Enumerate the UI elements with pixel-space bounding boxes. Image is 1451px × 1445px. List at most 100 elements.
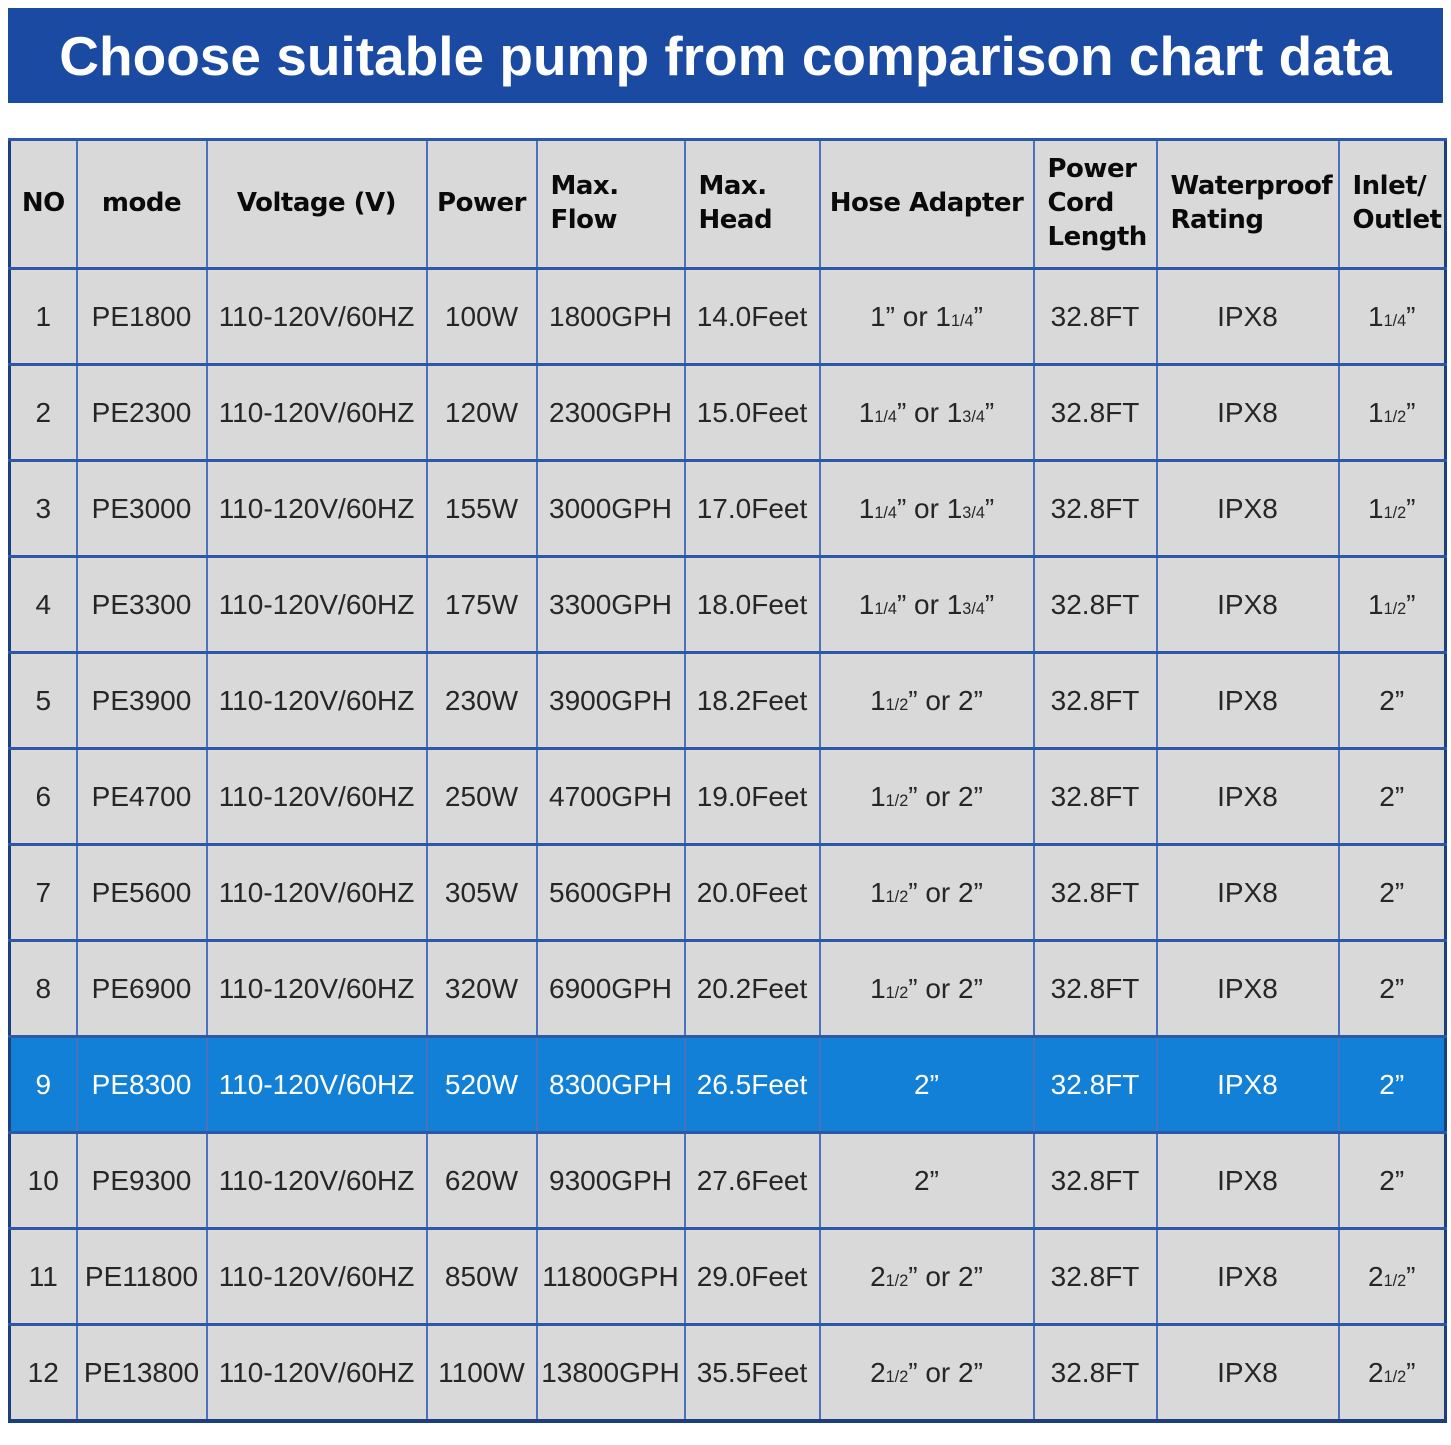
cell-mode: PE3300	[75, 555, 208, 654]
column-header-voltage: Voltage (V)	[205, 138, 428, 270]
cell-hose-adapter: 11/4” or 13/4”	[818, 555, 1035, 654]
cell-power: 305W	[425, 843, 538, 942]
cell-max-flow: 4700GPH	[535, 747, 686, 846]
cell-max-head: 14.0Feet	[683, 267, 821, 366]
cell-waterproof-rating: IPX8	[1155, 363, 1340, 462]
cell-max-flow: 11800GPH	[535, 1227, 686, 1326]
cell-power: 520W	[425, 1035, 538, 1134]
table-row: 2 PE2300 110-120V/60HZ 120W 2300GPH 15.0Feet 1…	[8, 363, 1447, 462]
cell-hose-adapter: 11/2” or 2”	[818, 939, 1035, 1038]
cell-no: 8	[8, 939, 78, 1038]
table-row: 9 PE8300 110-120V/60HZ 520W 8300GPH 26.5Feet 2…	[8, 1035, 1447, 1134]
cell-max-head: 27.6Feet	[683, 1131, 821, 1230]
cell-mode: PE6900	[75, 939, 208, 1038]
cell-voltage: 110-120V/60HZ	[205, 651, 428, 750]
cell-mode: PE4700	[75, 747, 208, 846]
cell-mode: PE9300	[75, 1131, 208, 1230]
table-body: 1 PE1800 110-120V/60HZ 100W 1800GPH 14.0Feet 1…	[8, 267, 1447, 1423]
cell-max-head: 35.5Feet	[683, 1323, 821, 1423]
table-header: NO mode Voltage (V) Power Max. Flow Max.…	[8, 138, 1447, 270]
cell-hose-adapter: 21/2” or 2”	[818, 1227, 1035, 1326]
cell-hose-adapter: 1” or 11/4”	[818, 267, 1035, 366]
cell-waterproof-rating: IPX8	[1155, 1323, 1340, 1423]
cell-cord-length: 32.8FT	[1032, 363, 1158, 462]
cell-cord-length: 32.8FT	[1032, 747, 1158, 846]
cell-waterproof-rating: IPX8	[1155, 459, 1340, 558]
cell-hose-adapter: 11/4” or 13/4”	[818, 363, 1035, 462]
cell-max-flow: 2300GPH	[535, 363, 686, 462]
header-row: NO mode Voltage (V) Power Max. Flow Max.…	[8, 138, 1447, 270]
cell-max-flow: 6900GPH	[535, 939, 686, 1038]
cell-power: 175W	[425, 555, 538, 654]
cell-hose-adapter: 11/2” or 2”	[818, 651, 1035, 750]
cell-inlet-outlet: 2”	[1337, 939, 1447, 1038]
cell-power: 100W	[425, 267, 538, 366]
cell-cord-length: 32.8FT	[1032, 1227, 1158, 1326]
cell-cord-length: 32.8FT	[1032, 1131, 1158, 1230]
cell-voltage: 110-120V/60HZ	[205, 363, 428, 462]
cell-waterproof-rating: IPX8	[1155, 1227, 1340, 1326]
cell-power: 1100W	[425, 1323, 538, 1423]
cell-waterproof-rating: IPX8	[1155, 843, 1340, 942]
cell-waterproof-rating: IPX8	[1155, 1035, 1340, 1134]
cell-max-head: 29.0Feet	[683, 1227, 821, 1326]
cell-no: 1	[8, 267, 78, 366]
cell-hose-adapter: 11/2” or 2”	[818, 747, 1035, 846]
cell-max-head: 18.0Feet	[683, 555, 821, 654]
cell-power: 620W	[425, 1131, 538, 1230]
cell-cord-length: 32.8FT	[1032, 651, 1158, 750]
cell-max-head: 18.2Feet	[683, 651, 821, 750]
cell-max-head: 26.5Feet	[683, 1035, 821, 1134]
column-header-max-head: Max. Head	[683, 138, 821, 270]
cell-inlet-outlet: 2”	[1337, 1131, 1447, 1230]
column-header-waterproof: Waterproof Rating	[1155, 138, 1340, 270]
cell-mode: PE3000	[75, 459, 208, 558]
cell-cord-length: 32.8FT	[1032, 939, 1158, 1038]
cell-power: 120W	[425, 363, 538, 462]
cell-cord-length: 32.8FT	[1032, 555, 1158, 654]
column-header-no: NO	[8, 138, 78, 270]
table-row: 3 PE3000 110-120V/60HZ 155W 3000GPH 17.0Feet 1…	[8, 459, 1447, 558]
cell-waterproof-rating: IPX8	[1155, 939, 1340, 1038]
cell-no: 2	[8, 363, 78, 462]
cell-mode: PE3900	[75, 651, 208, 750]
cell-mode: PE13800	[75, 1323, 208, 1423]
cell-max-flow: 5600GPH	[535, 843, 686, 942]
table-row: 5 PE3900 110-120V/60HZ 230W 3900GPH 18.2Feet 1…	[8, 651, 1447, 750]
cell-max-head: 17.0Feet	[683, 459, 821, 558]
cell-power: 230W	[425, 651, 538, 750]
cell-max-flow: 13800GPH	[535, 1323, 686, 1423]
cell-no: 10	[8, 1131, 78, 1230]
cell-power: 155W	[425, 459, 538, 558]
cell-no: 11	[8, 1227, 78, 1326]
cell-power: 250W	[425, 747, 538, 846]
cell-waterproof-rating: IPX8	[1155, 747, 1340, 846]
cell-max-flow: 9300GPH	[535, 1131, 686, 1230]
cell-waterproof-rating: IPX8	[1155, 1131, 1340, 1230]
cell-inlet-outlet: 11/4”	[1337, 267, 1447, 366]
cell-inlet-outlet: 2”	[1337, 1035, 1447, 1134]
cell-waterproof-rating: IPX8	[1155, 555, 1340, 654]
cell-max-head: 15.0Feet	[683, 363, 821, 462]
cell-voltage: 110-120V/60HZ	[205, 939, 428, 1038]
cell-inlet-outlet: 21/2”	[1337, 1323, 1447, 1423]
cell-inlet-outlet: 21/2”	[1337, 1227, 1447, 1326]
cell-max-flow: 1800GPH	[535, 267, 686, 366]
table-row: 8 PE6900 110-120V/60HZ 320W 6900GPH 20.2Feet 1…	[8, 939, 1447, 1038]
cell-voltage: 110-120V/60HZ	[205, 1131, 428, 1230]
cell-max-head: 20.2Feet	[683, 939, 821, 1038]
table-row: 7 PE5600 110-120V/60HZ 305W 5600GPH 20.0Feet 1…	[8, 843, 1447, 942]
column-header-hose-adapter: Hose Adapter	[818, 138, 1035, 270]
cell-hose-adapter: 2”	[818, 1035, 1035, 1134]
cell-no: 6	[8, 747, 78, 846]
cell-max-flow: 3900GPH	[535, 651, 686, 750]
table-row: 4 PE3300 110-120V/60HZ 175W 3300GPH 18.0Feet 1…	[8, 555, 1447, 654]
cell-no: 7	[8, 843, 78, 942]
cell-cord-length: 32.8FT	[1032, 267, 1158, 366]
cell-cord-length: 32.8FT	[1032, 459, 1158, 558]
cell-mode: PE2300	[75, 363, 208, 462]
cell-hose-adapter: 11/2” or 2”	[818, 843, 1035, 942]
cell-inlet-outlet: 11/2”	[1337, 555, 1447, 654]
cell-voltage: 110-120V/60HZ	[205, 1227, 428, 1326]
cell-power: 320W	[425, 939, 538, 1038]
